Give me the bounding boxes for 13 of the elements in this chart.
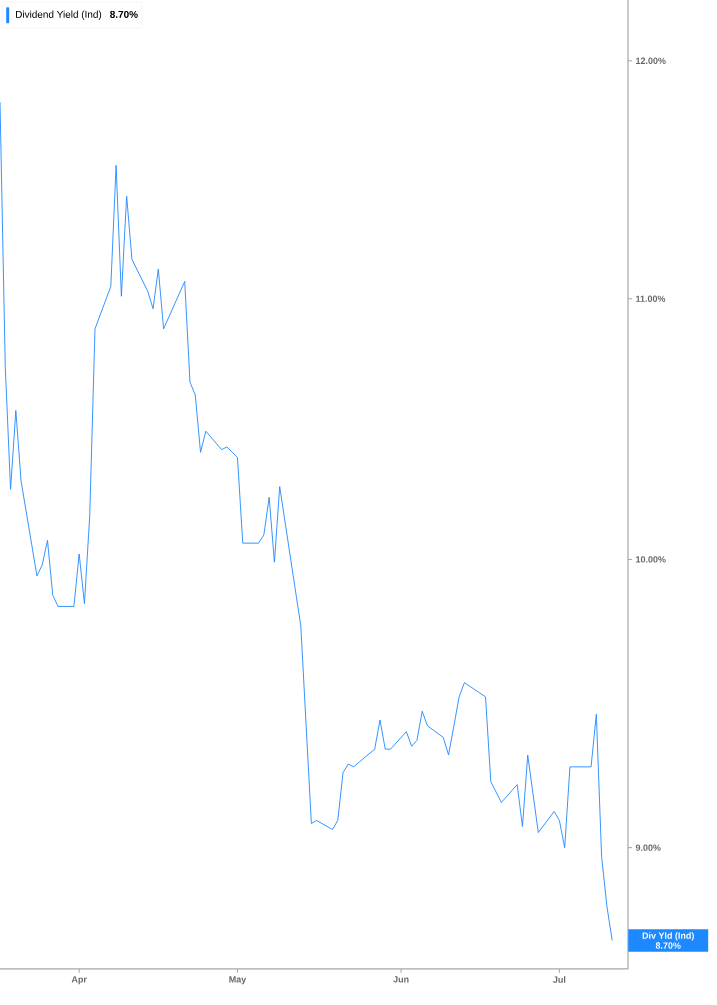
x-tick-label: Apr [71, 976, 87, 985]
text: 8.70% [655, 942, 681, 949]
y-tick-label: 12.00% [636, 57, 666, 64]
y-tick-label: 10.00% [636, 556, 666, 563]
x-tick-label: Jun [393, 976, 409, 983]
line-series [0, 101, 613, 941]
y-tick-label: 11.00% [636, 295, 666, 302]
x-tick-label: May [229, 976, 247, 985]
legend-label: Dividend Yield (Ind) [16, 10, 102, 20]
text: Div Yld (Ind) [642, 932, 694, 941]
y-tick-label: 9.00% [635, 844, 661, 851]
x-tick-label: Jul [553, 976, 566, 983]
annotation: 8.70% [110, 10, 138, 18]
